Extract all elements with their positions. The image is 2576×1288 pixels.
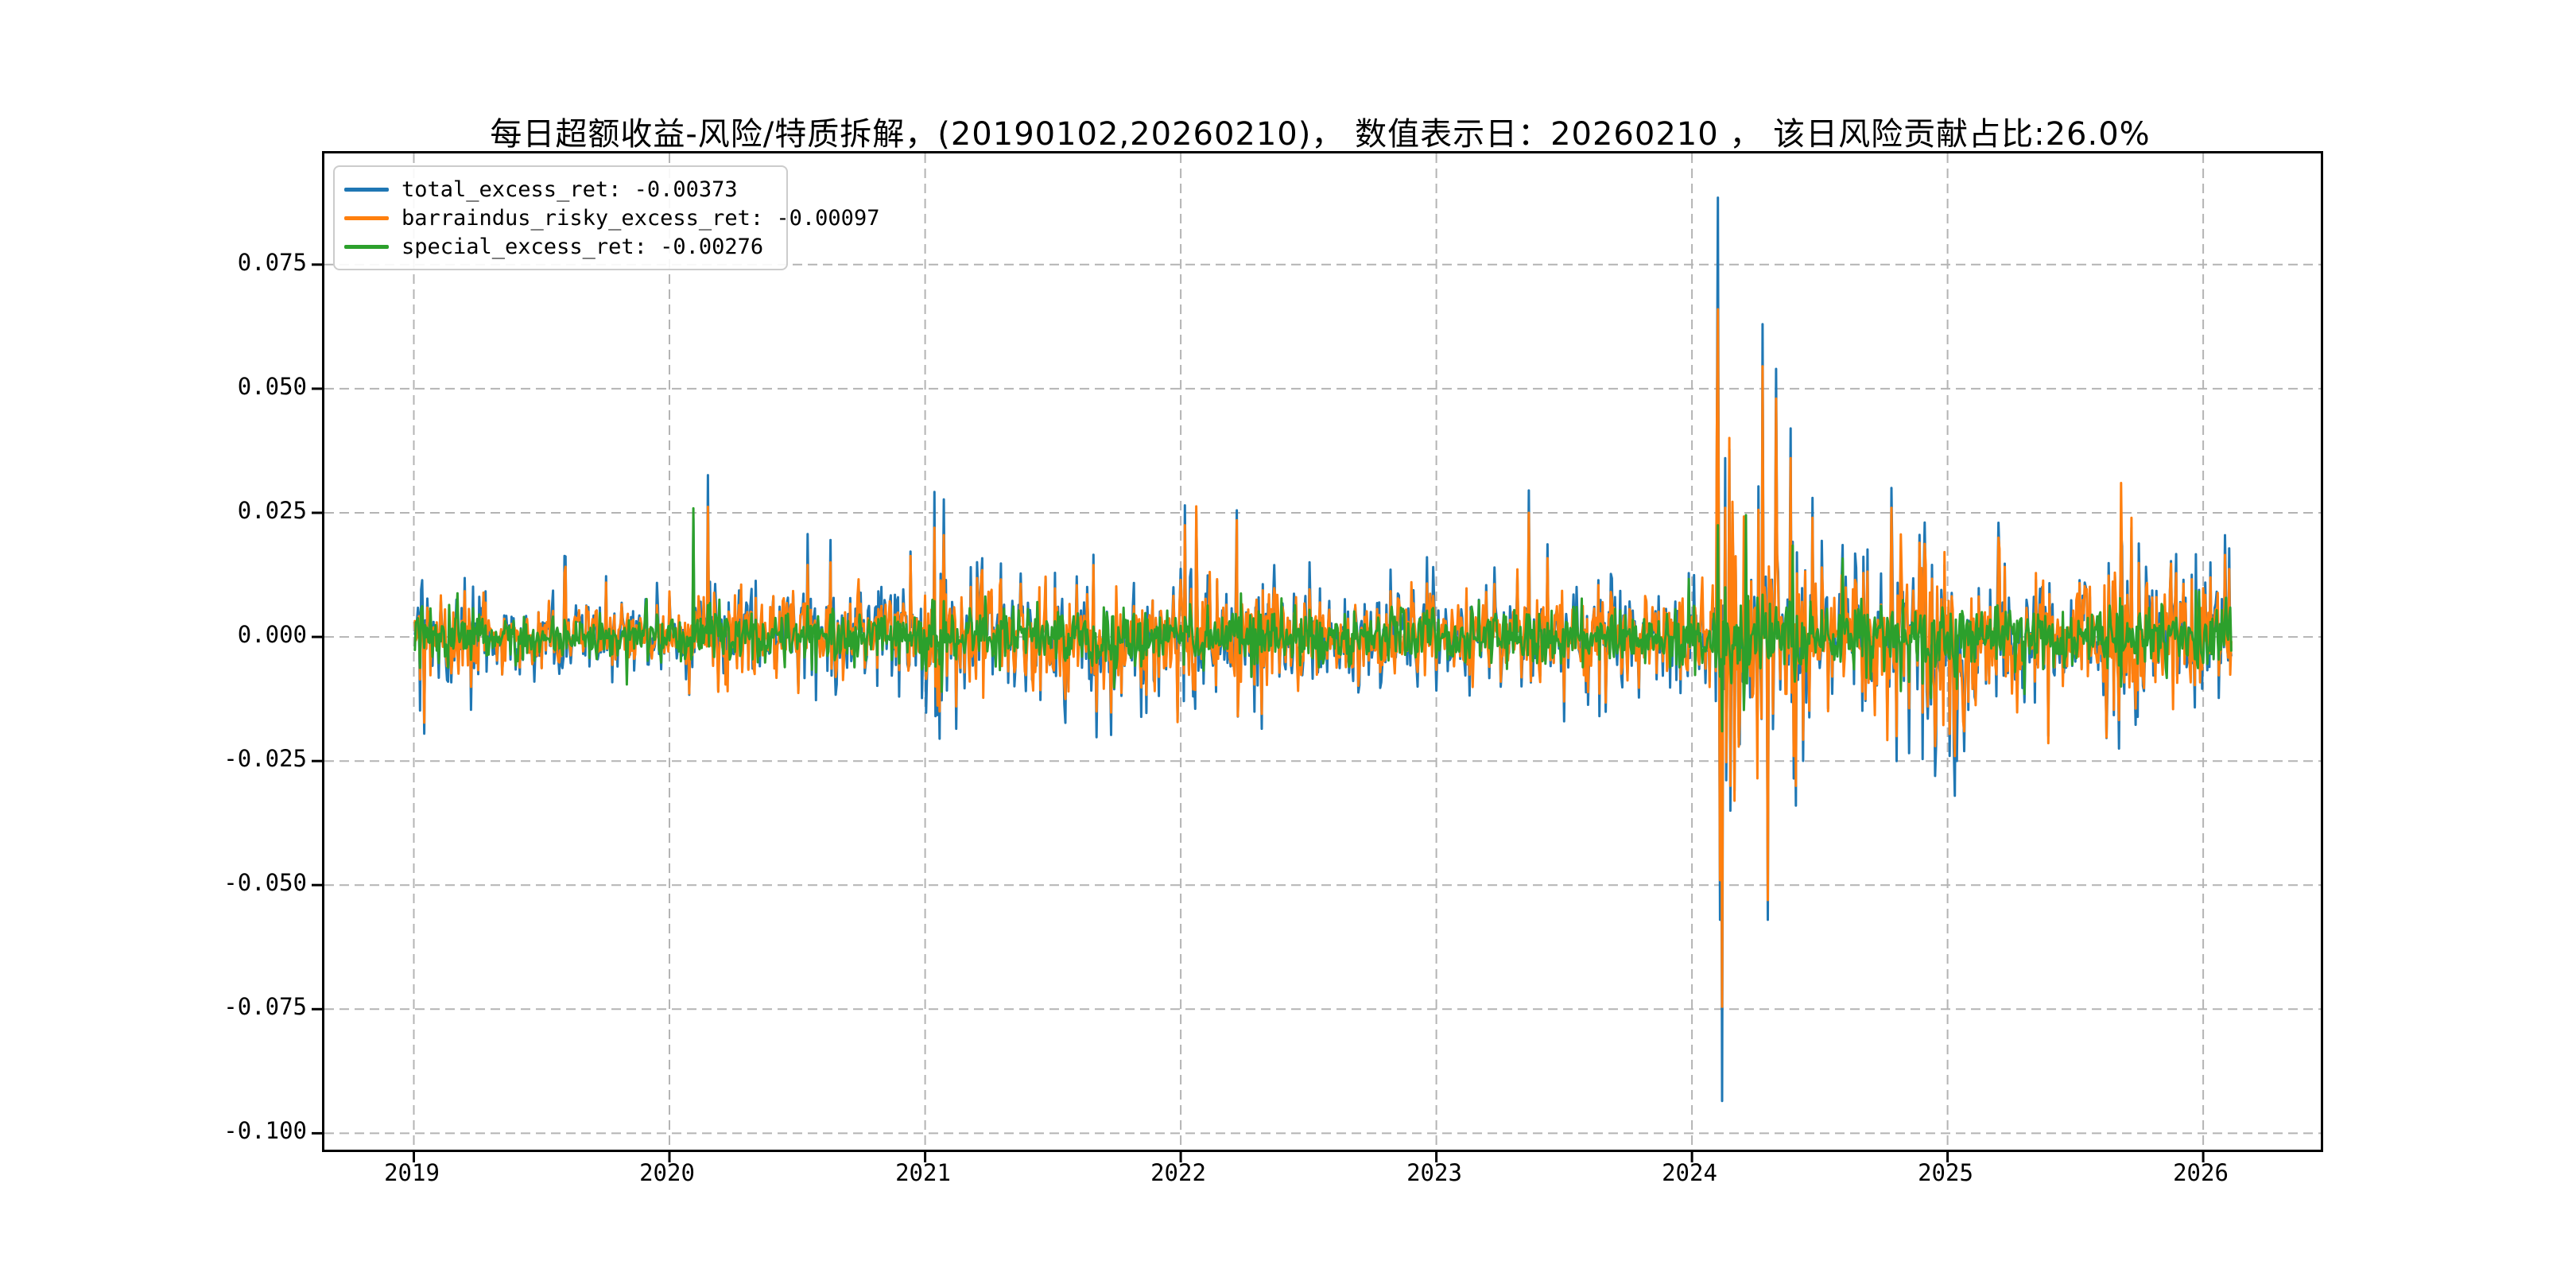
legend-entry-total: total_excess_ret: -0.00373 <box>335 175 786 204</box>
xtick-label: 2021 <box>895 1159 951 1186</box>
xtick-label: 2023 <box>1406 1159 1462 1186</box>
legend-line-swatch-green <box>344 244 389 249</box>
legend-line-swatch-blue <box>344 187 389 192</box>
series-special-excess-ret <box>413 506 2233 733</box>
chart-title: 每日超额收益-风险/特质拆解，(20190102,20260210)， 数值表示… <box>490 116 2151 153</box>
xtick-label: 2020 <box>639 1159 695 1186</box>
xtick-label: 2025 <box>1918 1159 1973 1186</box>
ytick-label: -0.025 <box>223 745 307 772</box>
legend-label: barraindus_risky_excess_ret: -0.00097 <box>402 205 880 231</box>
xtick-label: 2022 <box>1150 1159 1206 1186</box>
legend: total_excess_ret: -0.00373 barraindus_ri… <box>333 165 879 270</box>
legend-label: special_excess_ret: -0.00276 <box>402 234 764 259</box>
ytick-label: 0.025 <box>237 497 307 524</box>
ytick-label: -0.050 <box>223 869 307 896</box>
legend-label: total_excess_ret: -0.00373 <box>402 177 738 202</box>
legend-line-swatch-orange <box>344 215 389 220</box>
xtick-label: 2024 <box>1662 1159 1717 1186</box>
plot-area <box>312 151 2323 1162</box>
legend-entry-risky: barraindus_risky_excess_ret: -0.00097 <box>335 204 879 232</box>
plot-svg <box>312 153 2321 1162</box>
ytick-label: 0.050 <box>237 373 307 400</box>
series-barraindus-risky-excess-ret <box>413 308 2233 1008</box>
ytick-label: 0.000 <box>237 621 307 648</box>
xtick-label: 2019 <box>384 1159 440 1186</box>
legend-entry-special: special_excess_ret: -0.00276 <box>335 232 786 261</box>
ytick-label: -0.100 <box>223 1117 307 1144</box>
xtick-label: 2026 <box>2173 1159 2229 1186</box>
ytick-label: 0.075 <box>237 249 307 276</box>
ytick-label: -0.075 <box>223 993 307 1020</box>
